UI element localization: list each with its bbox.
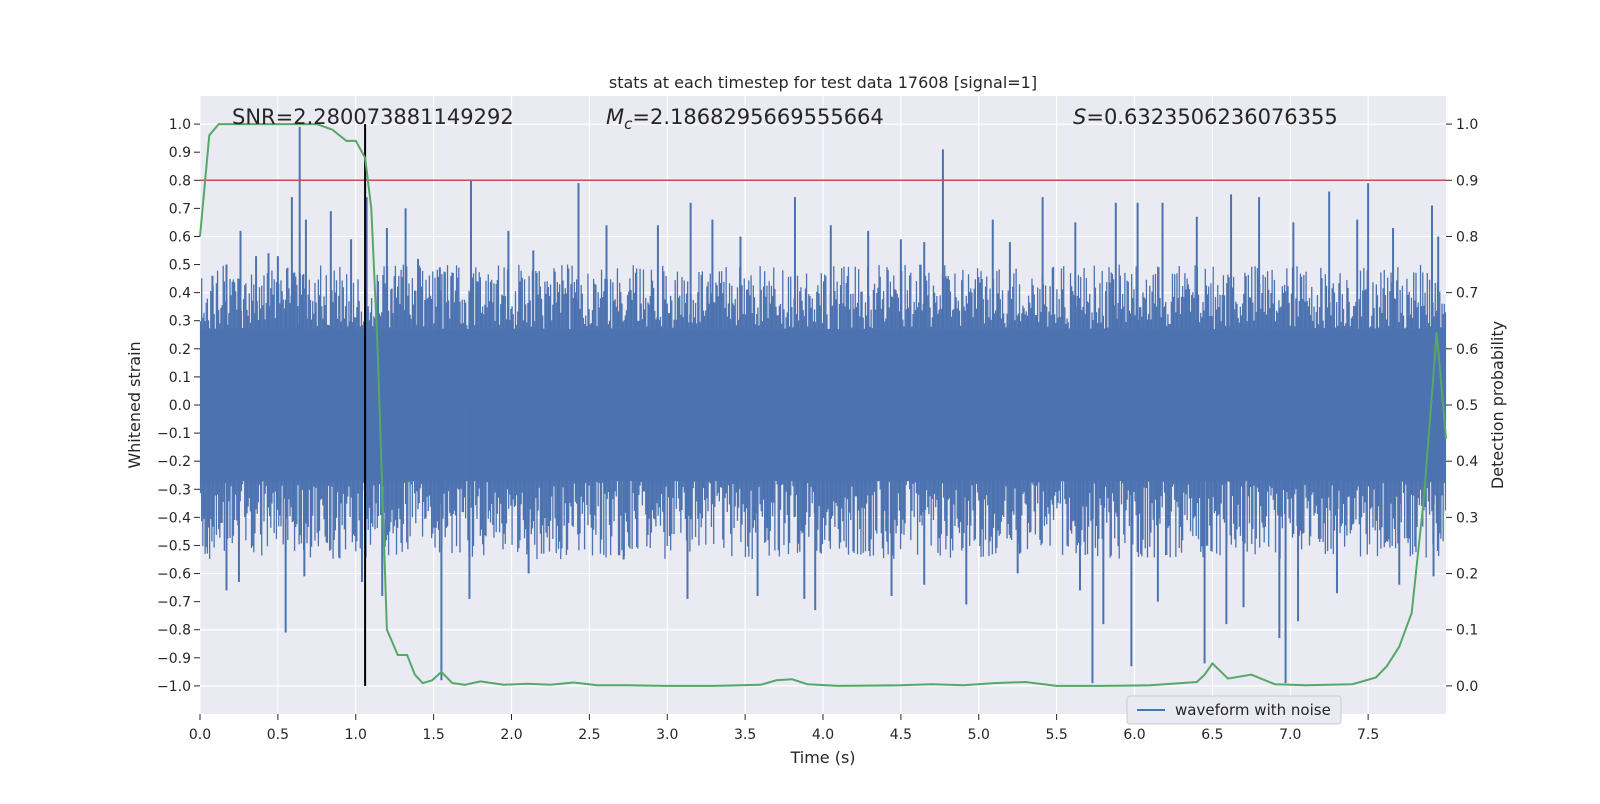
left-tick-label: 0.8 — [169, 173, 191, 189]
left-tick-label: −0.9 — [157, 651, 191, 667]
left-tick-label: −1.0 — [157, 679, 191, 695]
left-tick-label: −0.7 — [157, 595, 191, 611]
right-tick-label: 0.3 — [1456, 510, 1478, 526]
x-tick-label: 2.0 — [500, 727, 522, 743]
legend: waveform with noise — [1126, 695, 1342, 725]
chart-title: stats at each timestep for test data 176… — [609, 73, 1037, 92]
legend-box — [1126, 695, 1342, 725]
left-tick-label: 0.4 — [169, 286, 191, 302]
mc-symbol: M — [606, 105, 624, 129]
left-tick-label: −0.3 — [157, 482, 191, 498]
x-tick-label: 3.5 — [734, 727, 756, 743]
left-tick-label: 0.1 — [169, 370, 191, 386]
legend-label: waveform with noise — [1175, 701, 1331, 719]
left-axis-ticks: −1.0 −0.9 −0.8 −0.7 −0.6 −0.5 −0.4 −0.3 −0.2 −0.1… — [157, 117, 200, 695]
right-tick-label: 0.6 — [1456, 342, 1478, 358]
left-tick-label: −0.4 — [157, 510, 191, 526]
right-tick-label: 0.5 — [1456, 398, 1478, 414]
left-tick-label: −0.8 — [157, 623, 191, 639]
detection-probability-line — [199, 123, 1447, 687]
x-tick-label: 1.5 — [422, 727, 444, 743]
s-value: =0.6323506236076355 — [1086, 105, 1337, 129]
mc-subscript: c — [624, 115, 633, 133]
x-tick-label: 4.5 — [890, 727, 912, 743]
right-tick-label: 0.9 — [1456, 173, 1478, 189]
snr-annotation: SNR=2.280073881149292 — [232, 105, 514, 129]
x-tick-label: 0.5 — [267, 727, 289, 743]
y2-axis-label: Detection probability — [1488, 321, 1507, 489]
left-tick-label: −0.1 — [157, 426, 191, 442]
waveform-series — [199, 126, 1447, 684]
right-tick-label: 0.0 — [1456, 679, 1478, 695]
right-axis-ticks: 0.0 0.1 0.2 0.3 0.4 0.5 0.6 0.7 0.8 0.9 1.0 — [1446, 117, 1478, 695]
left-tick-label: −0.5 — [157, 538, 191, 554]
left-tick-label: 0.6 — [169, 229, 191, 245]
x-tick-label: 6.0 — [1123, 727, 1145, 743]
right-tick-label: 0.8 — [1456, 229, 1478, 245]
left-tick-label: 0.0 — [169, 398, 191, 414]
mc-annotation: Mc=2.1868295669555664 — [606, 105, 884, 133]
x-tick-label: 3.0 — [656, 727, 678, 743]
left-tick-label: 0.2 — [169, 342, 191, 358]
left-tick-label: 0.5 — [169, 258, 191, 274]
s-symbol: S — [1073, 105, 1086, 129]
mc-value: =2.1868295669555664 — [632, 105, 883, 129]
x-tick-label: 6.5 — [1201, 727, 1223, 743]
left-tick-label: 1.0 — [169, 117, 191, 133]
right-tick-label: 0.2 — [1456, 567, 1478, 583]
x-tick-label: 1.0 — [345, 727, 367, 743]
x-tick-label: 7.5 — [1357, 727, 1379, 743]
x-tick-label: 5.0 — [968, 727, 990, 743]
x-axis-label: Time (s) — [789, 748, 855, 767]
x-tick-label: 2.5 — [578, 727, 600, 743]
right-tick-label: 0.4 — [1456, 454, 1478, 470]
left-tick-label: 0.3 — [169, 314, 191, 330]
left-tick-label: −0.6 — [157, 567, 191, 583]
s-annotation: S=0.6323506236076355 — [1073, 105, 1338, 129]
left-tick-label: −0.2 — [157, 454, 191, 470]
left-tick-label: 0.7 — [169, 201, 191, 217]
right-tick-label: 1.0 — [1456, 117, 1478, 133]
x-tick-label: 7.0 — [1279, 727, 1301, 743]
right-tick-label: 0.1 — [1456, 623, 1478, 639]
y-axis-label: Whitened strain — [125, 341, 144, 468]
right-tick-label: 0.7 — [1456, 286, 1478, 302]
left-tick-label: 0.9 — [169, 145, 191, 161]
x-axis-ticks: 0.0 0.5 1.0 1.5 2.0 2.5 3.0 3.5 4.0 4.5 5.0 5.5 6.0 6… — [189, 714, 1379, 743]
x-tick-label: 0.0 — [189, 727, 211, 743]
x-tick-label: 5.5 — [1045, 727, 1067, 743]
x-tick-label: 4.0 — [812, 727, 834, 743]
